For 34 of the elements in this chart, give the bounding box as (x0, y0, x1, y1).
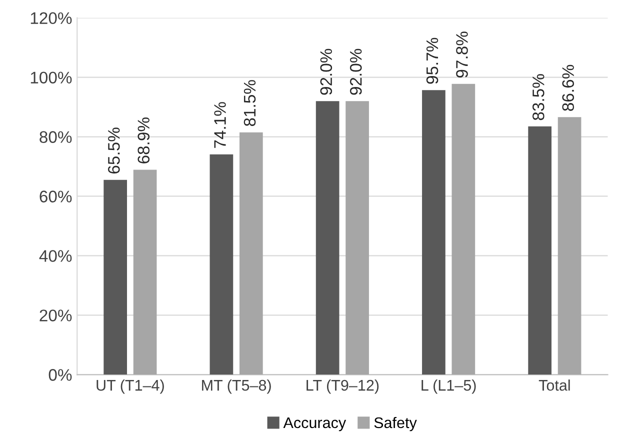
bar (558, 117, 582, 375)
bar (104, 180, 128, 375)
data-label: 97.8% (456, 32, 468, 78)
legend-label: Accuracy (283, 417, 346, 432)
bar (316, 101, 340, 375)
bar (346, 101, 369, 375)
bar (422, 90, 446, 375)
data-label: 92.0% (350, 48, 362, 95)
x-tick-label: MT (T5–8) (202, 380, 271, 394)
legend-label: Safety (374, 416, 417, 432)
y-tick-label: 0% (48, 369, 72, 381)
x-tick-label: LT (T9–12) (306, 380, 379, 394)
x-tick-label: UT (T1–4) (96, 380, 164, 394)
bar (133, 170, 157, 375)
y-tick-label: 80% (40, 131, 72, 143)
bar (210, 154, 234, 375)
data-label: 86.6% (562, 64, 574, 111)
data-label: 83.5% (532, 74, 544, 120)
bar (528, 126, 552, 375)
y-tick-label: 20% (40, 310, 72, 322)
x-tick-label: Total (538, 380, 570, 391)
y-tick-label: 40% (39, 250, 72, 262)
bar (239, 132, 263, 375)
data-label: 65.5% (108, 128, 120, 174)
data-label: 92.0% (320, 48, 332, 95)
bar (452, 84, 476, 375)
y-tick-label: 60% (40, 190, 72, 202)
data-label: 81.5% (244, 80, 256, 126)
data-label: 68.9% (138, 118, 150, 164)
data-label: 74.1% (214, 102, 226, 148)
x-tick-label: L (L1–5) (422, 380, 476, 394)
y-tick-label: 100% (30, 72, 72, 84)
data-label: 95.7% (426, 38, 438, 84)
y-tick-label: 120% (30, 12, 72, 24)
